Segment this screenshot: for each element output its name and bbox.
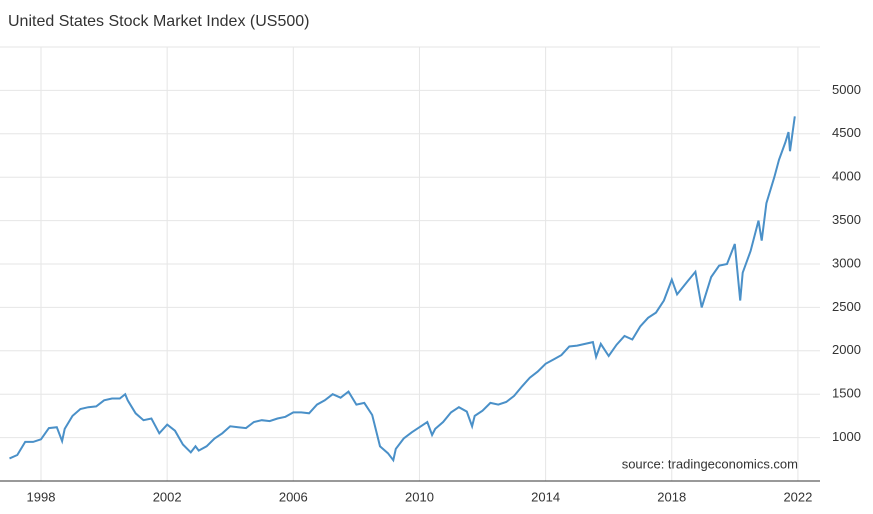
y-tick-label: 4000: [832, 169, 861, 184]
y-tick-label: 1500: [832, 386, 861, 401]
y-tick-label: 3000: [832, 255, 861, 270]
x-tick-label: 2018: [657, 489, 686, 504]
chart-title: United States Stock Market Index (US500): [8, 13, 309, 30]
y-tick-label: 4500: [832, 125, 861, 140]
y-tick-label: 3500: [832, 212, 861, 227]
x-tick-label: 1998: [27, 489, 56, 504]
y-tick-label: 2000: [832, 342, 861, 357]
y-tick-label: 1000: [832, 429, 861, 444]
y-tick-label: 2500: [832, 299, 861, 314]
source-note: source: tradingeconomics.com: [622, 456, 798, 471]
data-line: [9, 116, 796, 463]
x-tick-label: 2002: [153, 489, 182, 504]
x-tick-label: 2014: [531, 489, 560, 504]
x-tick-label: 2006: [279, 489, 308, 504]
y-tick-label: 5000: [832, 82, 861, 97]
x-tick-label: 2010: [405, 489, 434, 504]
x-tick-label: 2022: [783, 489, 812, 504]
